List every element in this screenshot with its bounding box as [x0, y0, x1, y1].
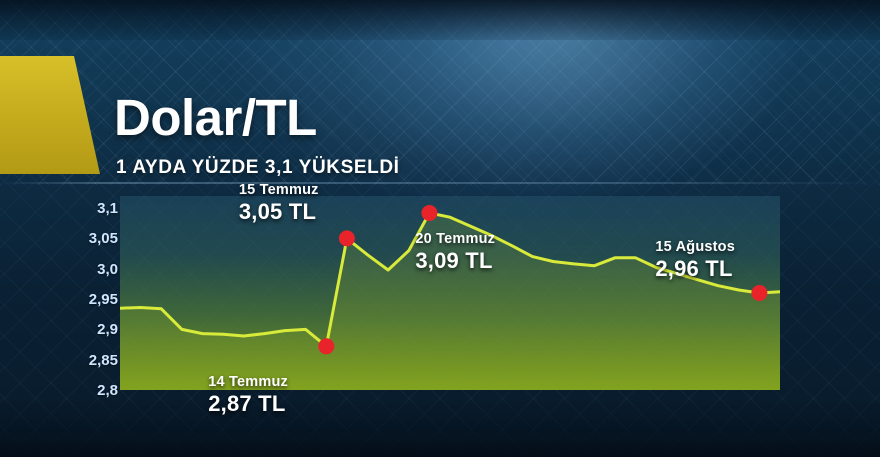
y-axis-tick-label: 2,9 — [97, 321, 118, 339]
y-axis-tick-label: 2,8 — [97, 382, 118, 399]
ann-20-temmuz: 20 Temmuz 3,09 TL — [415, 231, 495, 273]
y-axis-tick-label: 2,95 — [88, 291, 118, 309]
data-line — [120, 211, 780, 348]
top-vignette — [0, 0, 880, 40]
annotation-date: 15 Ağustos — [655, 239, 735, 255]
annotation-value: 2,96 TL — [655, 256, 733, 281]
page-title: Dolar/TL — [114, 89, 317, 146]
annotation-value: 3,05 TL — [238, 199, 317, 225]
page-subtitle: 1 AYDA YÜZDE 3,1 YÜKSELDİ — [116, 157, 400, 178]
ann-14-temmuz: 14 Temmuz 2,87 TL — [208, 374, 288, 416]
header-divider — [0, 182, 880, 184]
data-point-marker — [751, 285, 768, 301]
ann-15-agustos: 15 Ağustos 2,96 TL — [655, 239, 735, 281]
area-fill — [120, 213, 780, 390]
data-point-marker — [338, 230, 355, 247]
annotation-date: 15 Temmuz — [238, 182, 319, 199]
y-axis-tick-label: 3,1 — [97, 200, 118, 218]
annotation-value: 3,09 TL — [415, 247, 493, 273]
data-point-marker — [421, 205, 438, 221]
ann-15-temmuz: 15 Temmuz 3,05 TL — [239, 182, 319, 224]
annotation-date: 20 Temmuz — [415, 230, 496, 247]
plot-background — [120, 196, 780, 390]
plot-svg — [120, 205, 780, 390]
annotation-value: 2,87 TL — [208, 391, 286, 417]
y-axis-tick-label: 3,05 — [88, 230, 118, 248]
bottom-vignette — [0, 398, 880, 457]
line-chart — [120, 196, 780, 390]
annotation-date: 14 Temmuz — [208, 374, 288, 391]
y-axis-tick-label: 3,0 — [97, 260, 118, 278]
y-axis-tick-label: 2,85 — [88, 351, 118, 369]
data-point-marker — [318, 338, 335, 355]
y-axis-labels: 3,1 3,05 3,0 2,95 2,9 2,85 2,8 — [62, 196, 118, 399]
